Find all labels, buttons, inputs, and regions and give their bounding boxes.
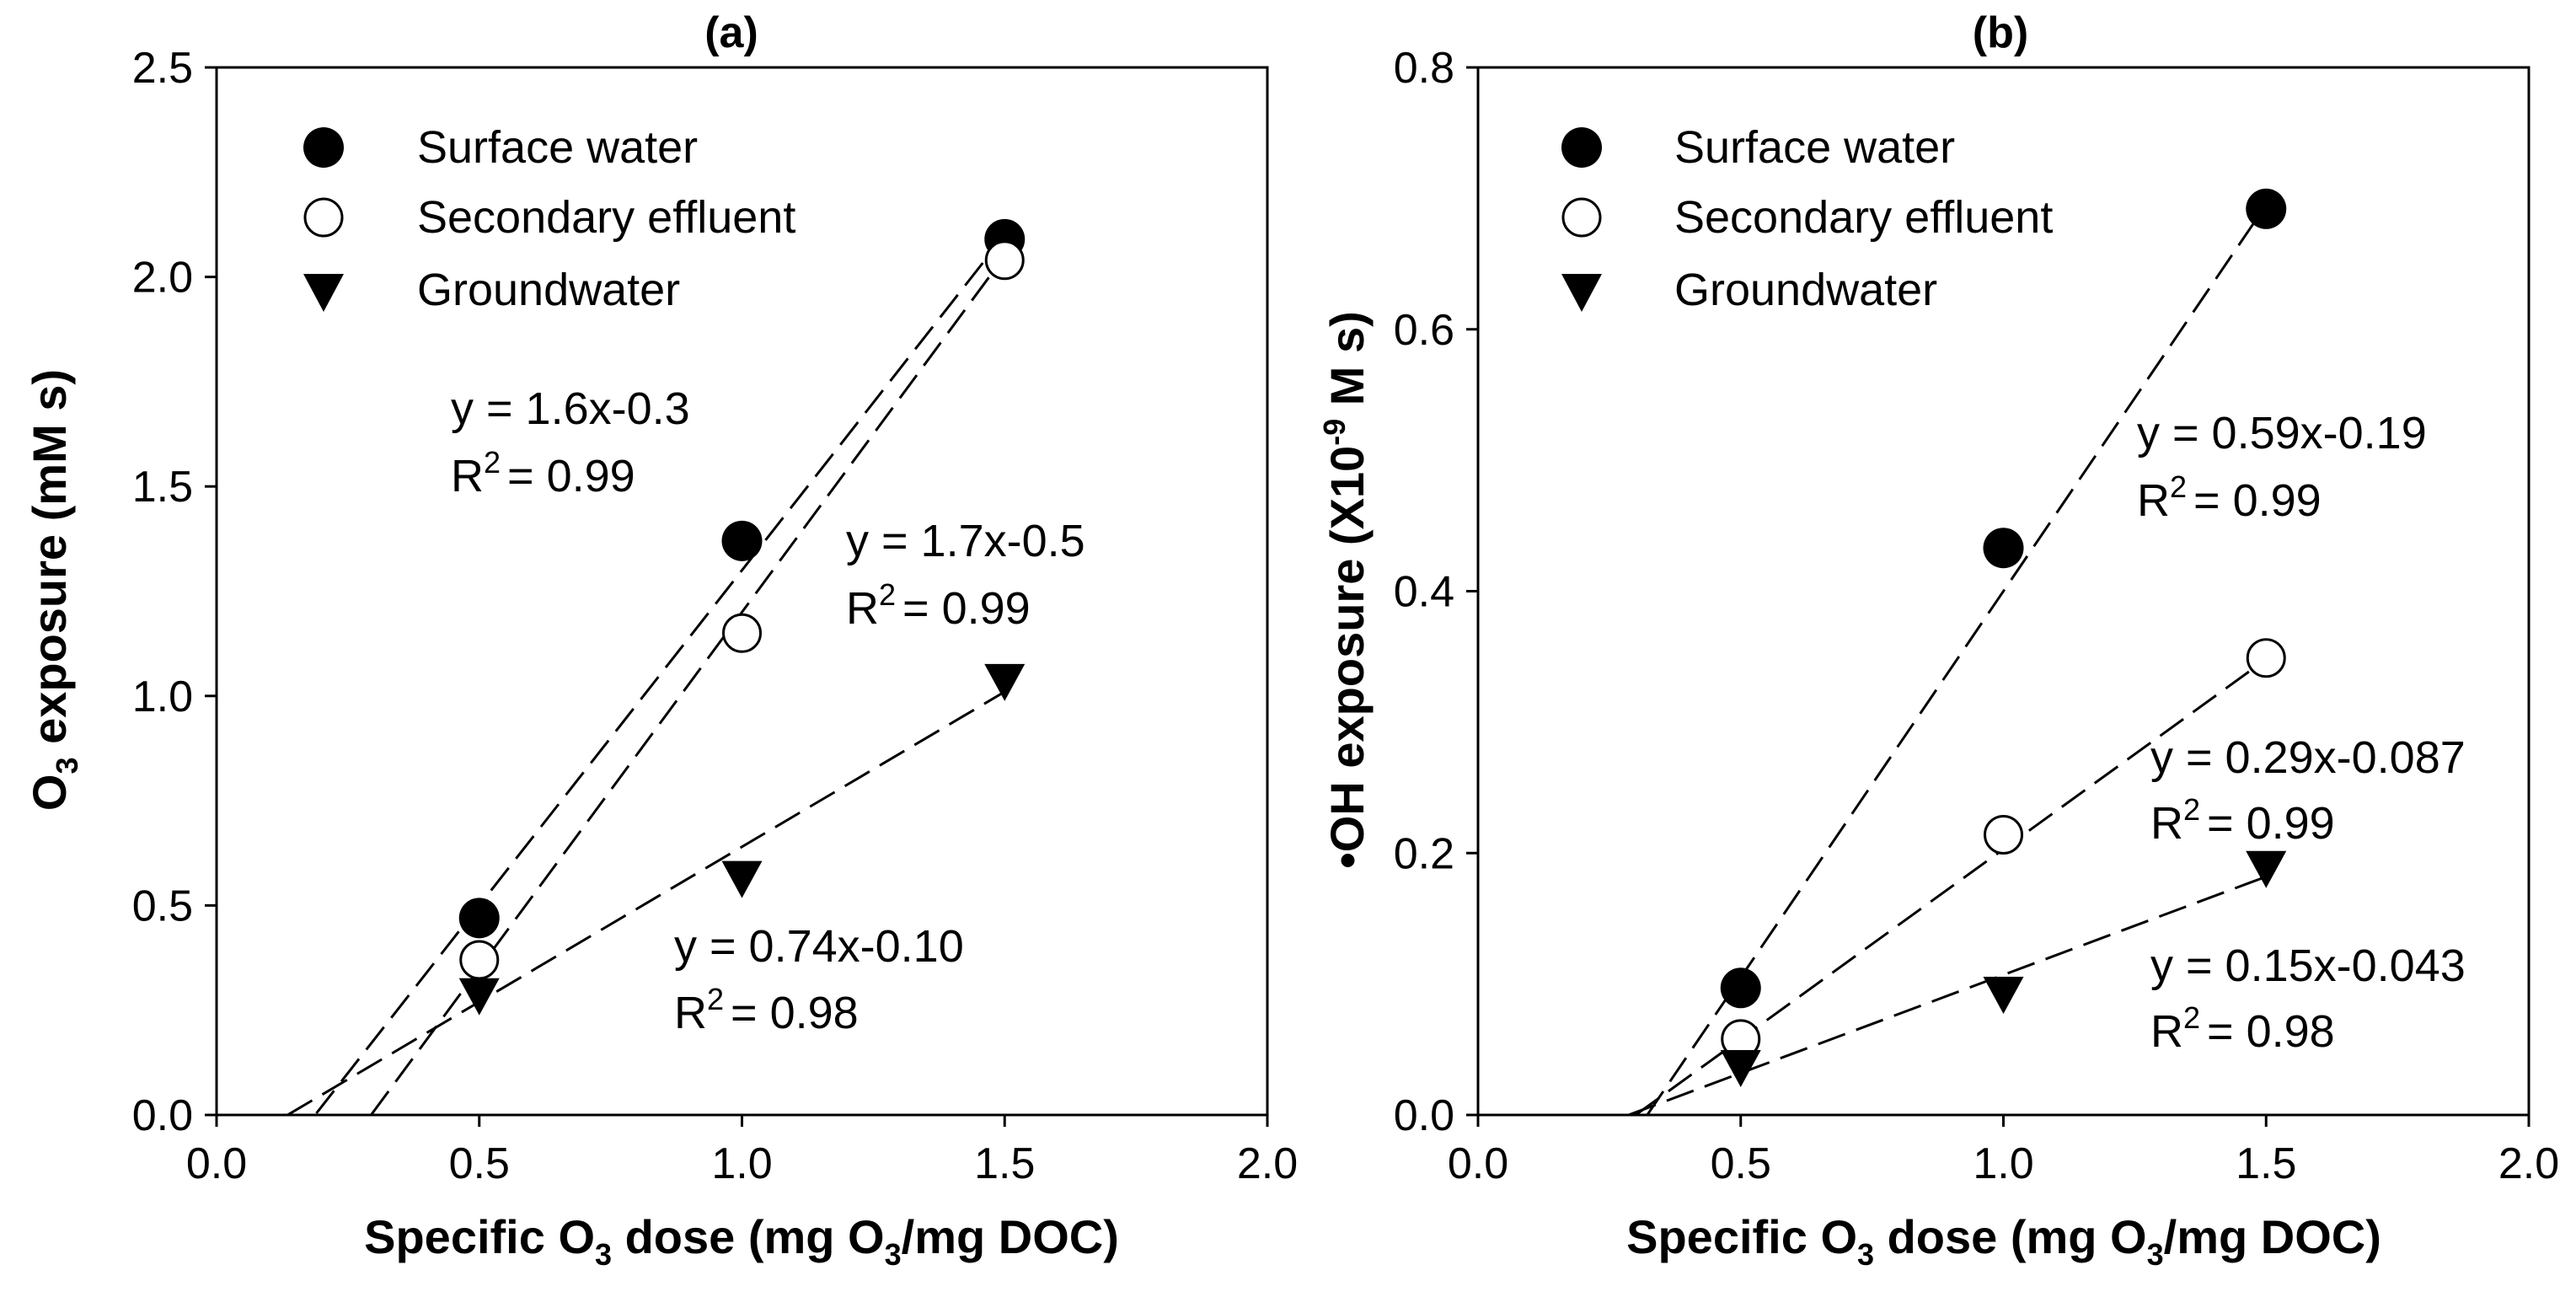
legend-b-secondary-effluent-marker bbox=[1561, 197, 1602, 238]
panel-b-point-surface-water bbox=[1720, 967, 1761, 1009]
panel-a-x-ticks: 0.0 0.5 1.0 1.5 2.0 bbox=[186, 1115, 1298, 1188]
panel-a-point-secondary-effluent bbox=[459, 940, 500, 980]
panel-a-x-axis-title: Specific O3 dose (mg O3/mg DOC) bbox=[364, 1210, 1119, 1272]
r2-b-groundwater: R2 = 0.98 bbox=[2150, 1000, 2335, 1057]
panel-b-point-secondary-effluent bbox=[1984, 814, 2023, 855]
panel-b-x-axis-title: Specific O3 dose (mg O3/mg DOC) bbox=[1626, 1210, 2381, 1272]
eq-a-groundwater: y = 0.74x-0.10 bbox=[674, 921, 964, 972]
panel-a-point-groundwater bbox=[458, 978, 500, 1016]
panel-a-point-surface-water bbox=[721, 520, 763, 561]
panel-b-x-tick-label: 2.0 bbox=[2498, 1139, 2559, 1188]
panel-b-title: (b) bbox=[1973, 8, 2028, 57]
panel-a-y-tick-label: 1.5 bbox=[132, 463, 193, 512]
panel-a-y-tick-label: 0.0 bbox=[132, 1091, 193, 1140]
panel-a-annotation-secondary: y = 1.7x-0.5 R2 = 0.99 bbox=[846, 516, 1085, 634]
panel-b-x-tick-label: 1.0 bbox=[1973, 1139, 2033, 1188]
panel-b-annotation-surface: y = 0.59x-0.19 R2 = 0.99 bbox=[2137, 408, 2427, 526]
legend-a-secondary-effluent-marker bbox=[303, 197, 344, 238]
panel-b-y-tick-label: 0.6 bbox=[1394, 306, 1454, 355]
panel-a-x-tick-label: 0.0 bbox=[186, 1139, 247, 1188]
panel-b-fit-line-groundwater bbox=[1628, 875, 2267, 1117]
legend-a-groundwater-marker bbox=[303, 274, 344, 312]
panel-b-point-surface-water bbox=[2246, 188, 2287, 229]
eq-b-secondary: y = 0.29x-0.087 bbox=[2150, 732, 2466, 783]
panel-b-y-tick-label: 0.2 bbox=[1394, 829, 1454, 878]
legend-b-groundwater-label: Groundwater bbox=[1674, 265, 1937, 315]
panel-b-y-ticks: 0.0 0.2 0.4 0.6 0.8 bbox=[1394, 44, 1478, 1140]
panel-b-y-tick-label: 0.4 bbox=[1394, 568, 1454, 617]
legend-b-groundwater-marker bbox=[1561, 274, 1602, 312]
panel-a-point-surface-water bbox=[458, 898, 500, 939]
legend-a-groundwater-label: Groundwater bbox=[417, 265, 680, 315]
panel-a-point-secondary-effluent bbox=[984, 240, 1025, 281]
panel-b-y-tick-label: 0.0 bbox=[1394, 1091, 1454, 1140]
panel-b-x-tick-label: 0.5 bbox=[1711, 1139, 1771, 1188]
panel-a-x-tick-label: 1.5 bbox=[974, 1139, 1035, 1188]
panel-a-annotation-surface: y = 1.6x-0.3 R2 = 0.99 bbox=[451, 383, 690, 501]
panel-a-y-ticks: 0.0 0.5 1.0 1.5 2.0 2.5 bbox=[132, 44, 217, 1140]
panel-b: (b) 0.0 0.5 1.0 1.5 2.0 0.0 0.2 0.4 0.6 0.8 Surf… bbox=[1317, 8, 2559, 1272]
panel-b-x-ticks: 0.0 0.5 1.0 1.5 2.0 bbox=[1448, 1115, 2559, 1188]
eq-b-groundwater: y = 0.15x-0.043 bbox=[2150, 941, 2466, 991]
panel-b-y-axis-title: •OH exposure (X10-9 M s) bbox=[1317, 311, 1374, 869]
r2-a-secondary: R2 = 0.99 bbox=[846, 577, 1031, 634]
legend-a-surface-water-marker bbox=[303, 127, 344, 168]
panel-a-x-tick-label: 1.0 bbox=[711, 1139, 772, 1188]
panel-b-x-tick-label: 1.5 bbox=[2236, 1139, 2296, 1188]
panel-b-point-groundwater bbox=[1983, 976, 2024, 1014]
panel-a-y-axis-title: O3 exposure (mM s) bbox=[23, 369, 84, 811]
panel-b-point-secondary-effluent bbox=[2246, 638, 2286, 678]
panel-a: (a) 0.0 0.5 1.0 1.5 2.0 0.0 0.5 1.0 1.5 2.0 2.5 S… bbox=[23, 8, 1298, 1272]
panel-a-legend: Surface water Secondary effluent Groundw… bbox=[303, 122, 795, 315]
panel-b-annotation-secondary: y = 0.29x-0.087 R2 = 0.99 bbox=[2150, 732, 2466, 849]
legend-b-surface-water-label: Surface water bbox=[1674, 122, 1955, 173]
panel-b-point-groundwater bbox=[1720, 1049, 1761, 1087]
panel-a-annotation-groundwater: y = 0.74x-0.10 R2 = 0.98 bbox=[674, 921, 964, 1038]
panel-a-fit-line-groundwater bbox=[287, 690, 1006, 1117]
panel-b-fit-line-surface-water bbox=[1646, 204, 2268, 1116]
legend-a-surface-water-label: Surface water bbox=[417, 122, 698, 173]
eq-b-surface: y = 0.59x-0.19 bbox=[2137, 408, 2427, 458]
panel-b-legend: Surface water Secondary effluent Groundw… bbox=[1561, 122, 2053, 315]
panel-b-markers bbox=[1720, 188, 2287, 1087]
panel-b-point-groundwater bbox=[2246, 850, 2287, 888]
r2-a-groundwater: R2 = 0.98 bbox=[674, 982, 859, 1038]
eq-a-secondary: y = 1.7x-0.5 bbox=[846, 516, 1085, 566]
panel-a-x-tick-label: 2.0 bbox=[1237, 1139, 1298, 1188]
r2-b-secondary: R2 = 0.99 bbox=[2150, 792, 2335, 849]
panel-a-point-groundwater bbox=[984, 663, 1026, 701]
legend-b-secondary-effluent-label: Secondary effluent bbox=[1674, 192, 2053, 243]
eq-a-surface: y = 1.6x-0.3 bbox=[451, 383, 690, 434]
panel-a-x-tick-label: 0.5 bbox=[449, 1139, 510, 1188]
panel-b-x-tick-label: 0.0 bbox=[1448, 1139, 1508, 1188]
r2-b-surface: R2 = 0.99 bbox=[2137, 469, 2322, 526]
panel-a-y-tick-label: 0.5 bbox=[132, 882, 193, 930]
panel-a-markers bbox=[458, 218, 1026, 1016]
panel-b-point-surface-water bbox=[1983, 528, 2024, 569]
panel-a-point-secondary-effluent bbox=[722, 613, 762, 653]
panel-a-y-tick-label: 2.0 bbox=[132, 254, 193, 303]
panel-a-fit-lines bbox=[287, 233, 1006, 1117]
panel-b-y-tick-label: 0.8 bbox=[1394, 44, 1454, 93]
panel-a-point-groundwater bbox=[721, 860, 763, 898]
panel-a-y-tick-label: 2.5 bbox=[132, 44, 193, 93]
panel-a-y-tick-label: 1.0 bbox=[132, 673, 193, 721]
r2-a-surface: R2 = 0.99 bbox=[451, 445, 635, 501]
panel-a-title: (a) bbox=[704, 8, 758, 57]
legend-b-surface-water-marker bbox=[1561, 127, 1602, 168]
panel-b-annotation-groundwater: y = 0.15x-0.043 R2 = 0.98 bbox=[2150, 941, 2466, 1057]
legend-a-secondary-effluent-label: Secondary effluent bbox=[417, 192, 795, 243]
panel-a-fit-line-surface-water bbox=[315, 233, 1006, 1114]
